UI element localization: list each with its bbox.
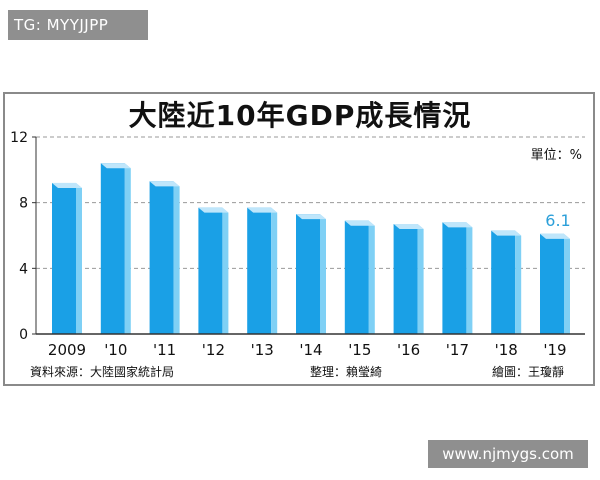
unit-label: 單位：%: [530, 148, 582, 163]
bar-side: [124, 163, 131, 334]
bar-side: [368, 220, 375, 334]
bar-side: [76, 182, 82, 334]
x-tick-label: '19: [543, 341, 566, 359]
bar: [491, 230, 516, 334]
bar: [198, 207, 223, 334]
bar-side: [564, 233, 570, 334]
bar-top: [344, 220, 375, 226]
x-tick-label: '10: [104, 341, 127, 359]
x-tick-label: 2009: [48, 341, 86, 359]
bar-top: [393, 224, 424, 230]
bar-side: [466, 222, 473, 334]
watermark-bottom: www.njmygs.com: [428, 440, 588, 468]
chart-title: 大陸近10年GDP成長情況: [128, 99, 472, 132]
editor-note: 整理：賴瑩綺: [310, 365, 383, 379]
bar: [52, 182, 76, 334]
y-tick-label: 12: [10, 130, 28, 146]
x-tick-label: '15: [348, 341, 371, 359]
y-tick-label: 0: [19, 327, 28, 343]
bar-top: [100, 163, 131, 169]
bar-top: [442, 222, 473, 228]
watermark-top: TG: MYYJJPP: [8, 10, 148, 40]
y-tick-label: 4: [19, 261, 28, 277]
bar-side: [417, 224, 424, 334]
bar-top: [247, 207, 278, 213]
bar-top: [296, 214, 326, 220]
bar-top: [149, 181, 180, 187]
bar: [247, 207, 272, 334]
bar: [344, 220, 369, 334]
bar: [100, 163, 125, 334]
bar-side: [515, 230, 522, 334]
y-tick-label: 8: [19, 196, 28, 212]
x-tick-label: '17: [446, 341, 469, 359]
x-tick-label: '12: [202, 341, 225, 359]
x-tick-label: '16: [397, 341, 420, 359]
bar-side: [173, 181, 180, 334]
bar: [442, 222, 467, 334]
bar: [540, 233, 564, 334]
x-tick-label: '13: [251, 341, 274, 359]
bar-side: [271, 207, 278, 334]
x-tick-label: '14: [299, 341, 322, 359]
illustrator-note: 繪圖：王瓊靜: [492, 365, 565, 379]
source-note: 資料來源：大陸國家統計局: [30, 365, 175, 379]
bar-top: [540, 233, 570, 239]
x-tick-label: '18: [495, 341, 518, 359]
bar-side: [222, 207, 229, 334]
bar-side: [320, 214, 326, 334]
x-tick-label: '11: [153, 341, 176, 359]
bar-top: [491, 230, 522, 236]
data-label: 6.1: [545, 211, 570, 230]
bar: [393, 224, 418, 334]
bar: [149, 181, 174, 334]
bar: [296, 214, 320, 334]
bar-top: [52, 182, 82, 188]
bar-top: [198, 207, 229, 213]
